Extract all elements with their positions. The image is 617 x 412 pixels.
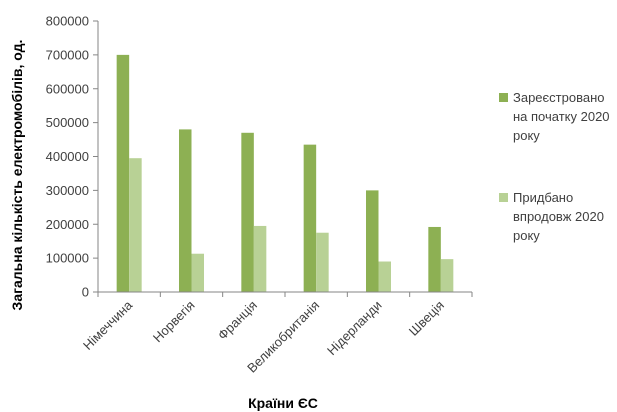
y-tick-label: 200000 bbox=[46, 217, 89, 232]
x-category-label: Норвегія bbox=[150, 298, 198, 346]
bar-purchased-4 bbox=[378, 261, 391, 292]
bar-purchased-0 bbox=[129, 158, 142, 292]
legend-label-line: року bbox=[513, 128, 540, 143]
bar-purchased-1 bbox=[191, 253, 204, 292]
bar-registered-0 bbox=[116, 54, 130, 292]
y-axis-ticks: 0 100000 200000 300000 400000 500000 600000 700… bbox=[46, 14, 98, 300]
legend: Зареєстровано на початку 2020 року Придбано… bbox=[499, 90, 610, 243]
y-tick-label: 300000 bbox=[46, 183, 89, 198]
legend-label-line: Придбано bbox=[513, 190, 573, 205]
x-category-label: Франція bbox=[215, 298, 260, 343]
x-category-label: Німеччина bbox=[80, 297, 136, 353]
bar-registered-4 bbox=[366, 190, 379, 292]
y-tick-label: 500000 bbox=[46, 115, 89, 130]
y-tick-label: 700000 bbox=[46, 47, 89, 62]
legend-label-line: року bbox=[513, 228, 540, 243]
bar-purchased-3 bbox=[316, 232, 329, 292]
bar-purchased-5 bbox=[440, 259, 454, 292]
legend-label-line: Зареєстровано bbox=[513, 90, 605, 105]
legend-label-line: на початку 2020 bbox=[513, 109, 610, 124]
y-tick-label: 600000 bbox=[46, 81, 89, 96]
x-axis-ticks bbox=[97, 292, 473, 297]
x-category-label: Швеція bbox=[406, 298, 447, 339]
bar-registered-2 bbox=[241, 132, 254, 292]
bar-registered-3 bbox=[303, 144, 317, 292]
legend-swatch bbox=[499, 93, 508, 102]
bar-purchased-2 bbox=[253, 225, 267, 292]
y-tick-label: 0 bbox=[82, 285, 89, 300]
y-tick-label: 800000 bbox=[46, 14, 89, 29]
bar-registered-1 bbox=[179, 129, 192, 292]
legend-label-line: впродовж 2020 bbox=[513, 209, 604, 224]
y-axis-title: Загальна кількість електромобілів, од. bbox=[9, 40, 25, 311]
legend-swatch bbox=[499, 193, 508, 202]
x-axis-title: Країни ЄС bbox=[248, 395, 318, 411]
y-tick-label: 400000 bbox=[46, 149, 89, 164]
y-tick-label: 100000 bbox=[46, 251, 89, 266]
x-category-label: Нідерланди bbox=[324, 298, 385, 359]
bar-registered-5 bbox=[428, 226, 441, 292]
bars-group bbox=[116, 54, 454, 292]
